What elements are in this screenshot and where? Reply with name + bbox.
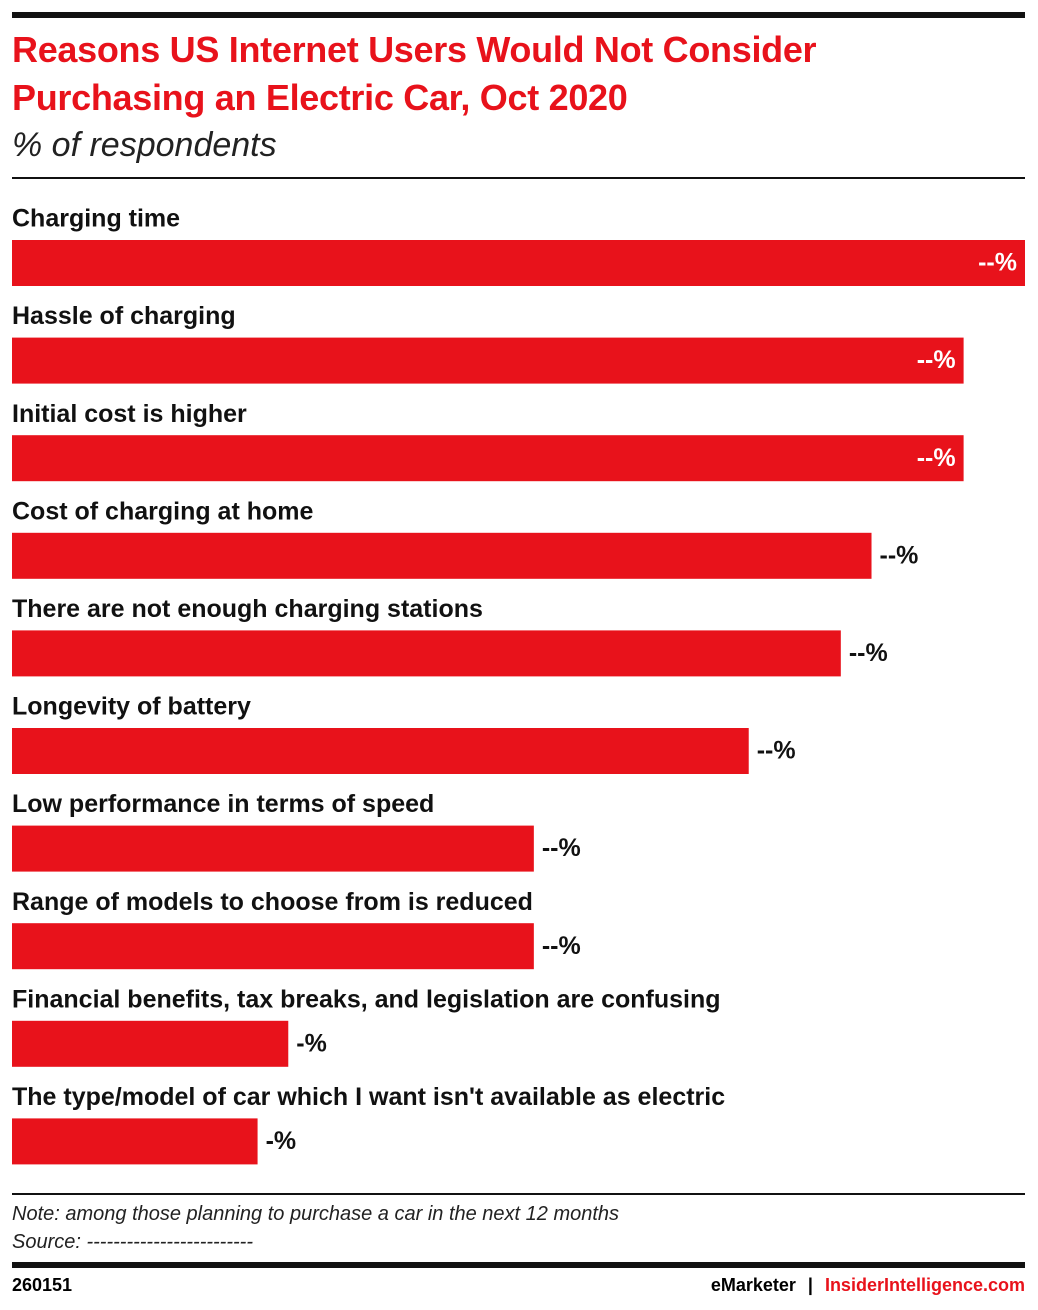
category-label: Longevity of battery (12, 693, 251, 721)
top-rule (12, 12, 1025, 18)
brand: eMarketer (710, 1275, 796, 1295)
bar (12, 532, 872, 579)
bar (12, 1020, 289, 1067)
site: InsiderIntelligence.com (824, 1275, 1025, 1295)
source: Source: ------------------------- (12, 1231, 253, 1253)
header-rule (12, 177, 1025, 179)
separator: | (807, 1275, 813, 1295)
category-label: Initial cost is higher (12, 400, 247, 428)
category-label: Financial benefits, tax breaks, and legi… (12, 985, 721, 1013)
value-label: --% (917, 346, 956, 374)
chart: Charging time --% Hassle of charging --% Ini… (12, 205, 1025, 1165)
value-label: --% (542, 932, 581, 960)
value-label: -% (266, 1127, 297, 1155)
value-label: -% (296, 1029, 327, 1057)
value-label: --% (542, 834, 581, 862)
category-label: Low performance in terms of speed (12, 790, 434, 818)
footer-rule (12, 1193, 1025, 1195)
category-label: Cost of charging at home (12, 497, 314, 525)
category-label: The type/model of car which I want isn't… (12, 1083, 725, 1111)
value-label: --% (978, 249, 1017, 277)
bar (12, 435, 964, 482)
bar (12, 240, 1025, 286)
category-label: Hassle of charging (12, 302, 236, 330)
bar (12, 825, 534, 872)
bar (12, 923, 534, 970)
category-label: There are not enough charging stations (12, 595, 483, 623)
chart-subtitle: % of respondents (12, 126, 277, 164)
note: Note: among those planning to purchase a… (12, 1203, 620, 1225)
value-label: --% (917, 444, 956, 472)
value-label: --% (757, 737, 796, 765)
bar (12, 1118, 258, 1165)
bar (12, 337, 964, 384)
bar (12, 630, 841, 677)
chart-title: Reasons US Internet Users Would Not Cons… (12, 29, 817, 118)
value-label: --% (880, 541, 919, 569)
category-label: Charging time (12, 205, 180, 233)
bar (12, 728, 749, 774)
bottom-rule (12, 1262, 1025, 1268)
value-label: --% (849, 639, 888, 667)
category-label: Range of models to choose from is reduce… (12, 888, 533, 916)
chart-id: 260151 (12, 1275, 73, 1295)
